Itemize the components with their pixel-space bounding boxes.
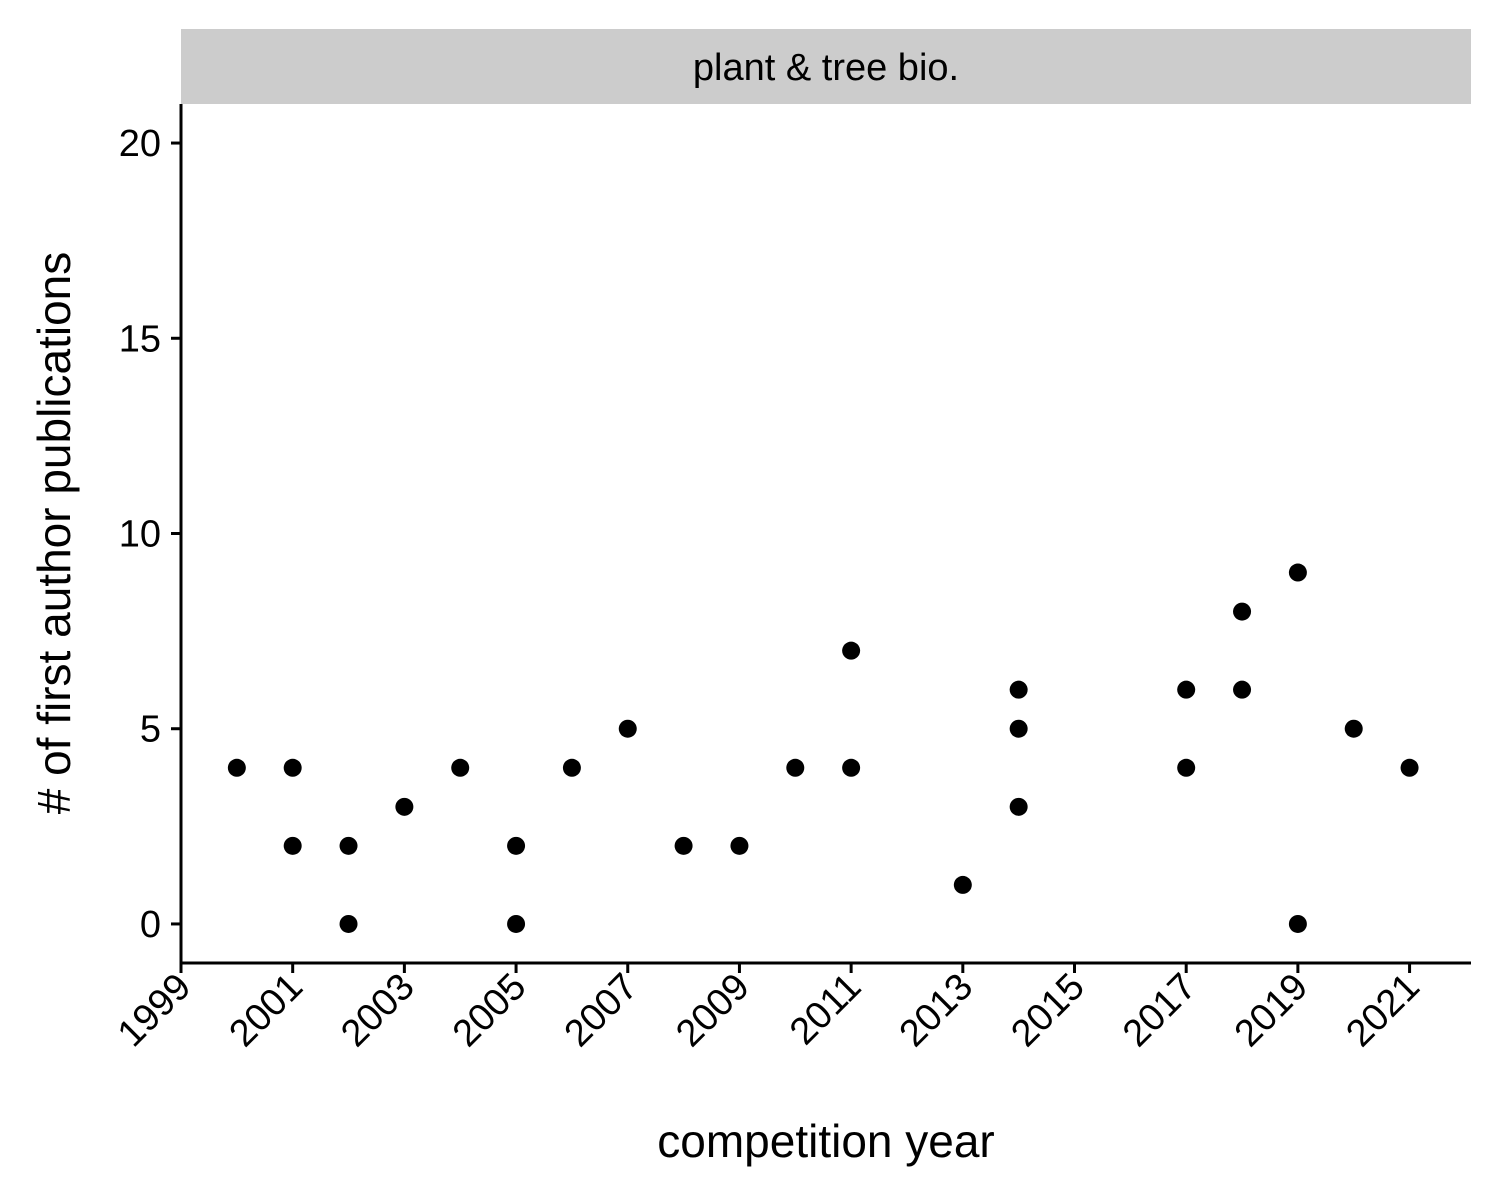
x-tick-label: 2017 [1115, 966, 1204, 1055]
data-point [786, 758, 805, 777]
data-point [674, 836, 693, 855]
x-tick-label: 2015 [1003, 966, 1092, 1055]
data-point [1288, 563, 1307, 582]
data-point [507, 836, 526, 855]
data-point [1400, 758, 1419, 777]
x-tick-label: 2011 [782, 966, 869, 1053]
data-point [842, 641, 861, 660]
y-tick-label: 10 [119, 514, 161, 556]
data-point [1344, 719, 1363, 738]
data-point [283, 836, 302, 855]
data-point [451, 758, 470, 777]
x-ticks: 1999 2001 2003 2005 2007 2009 2011 2013 2015 2017… [110, 963, 1428, 1055]
facet-title: plant & tree bio. [693, 47, 959, 89]
y-tick-label: 5 [140, 709, 161, 751]
data-point [1288, 914, 1307, 933]
facet-strip: plant & tree bio. [181, 29, 1471, 104]
y-tick-label: 20 [119, 123, 161, 165]
data-point [339, 836, 358, 855]
y-tick-label: 15 [119, 318, 161, 360]
data-point [1233, 602, 1252, 621]
x-tick-label: 2007 [557, 966, 646, 1055]
y-ticks: 0 5 10 15 20 [119, 123, 181, 946]
y-tick-label: 0 [140, 904, 161, 946]
data-point [842, 758, 861, 777]
x-tick-label: 2019 [1227, 966, 1316, 1055]
x-tick-label: 2001 [222, 966, 311, 1055]
data-point [562, 758, 581, 777]
data-point [1177, 758, 1196, 777]
data-point [395, 797, 414, 816]
y-axis-title: # of first author publications [28, 252, 80, 815]
axes [179, 104, 1471, 965]
data-point [1009, 719, 1028, 738]
x-tick-label: 1999 [110, 966, 199, 1055]
data-point [730, 836, 749, 855]
data-point [1009, 680, 1028, 699]
x-tick-label: 2003 [333, 966, 422, 1055]
data-point [507, 914, 526, 933]
data-point [227, 758, 246, 777]
data-point [339, 914, 358, 933]
data-point [1009, 797, 1028, 816]
facet-strip-background [181, 29, 1471, 104]
data-point [1177, 680, 1196, 699]
x-tick-label: 2005 [445, 966, 534, 1055]
x-tick-label: 2021 [1338, 966, 1427, 1055]
data-point [618, 719, 637, 738]
data-point [953, 875, 972, 894]
data-point [1233, 680, 1252, 699]
x-tick-label: 2009 [668, 966, 757, 1055]
x-axis-title: competition year [657, 1115, 995, 1167]
x-tick-label: 2013 [892, 966, 981, 1055]
data-point [283, 758, 302, 777]
data-points [227, 563, 1419, 933]
